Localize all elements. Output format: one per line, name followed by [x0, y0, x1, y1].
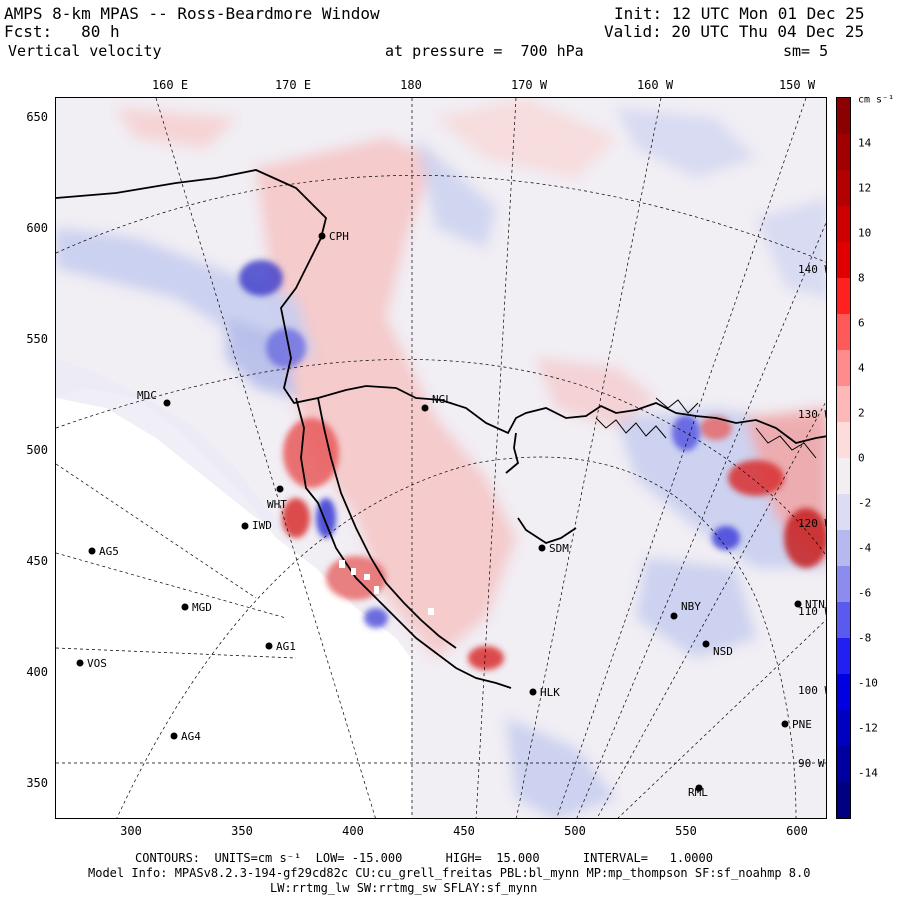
station-rml[interactable]: RML — [688, 784, 708, 800]
y-tick-450: 450 — [26, 554, 48, 568]
station-cph[interactable]: CPH — [318, 230, 349, 243]
strong-downdraft-cores — [239, 260, 740, 628]
y-tick-350: 350 — [26, 776, 48, 790]
svg-text:IWD: IWD — [252, 519, 272, 532]
colorbar-label: 14 — [858, 136, 872, 150]
colorbar-label: 8 — [858, 271, 865, 285]
missing-data-patches — [339, 560, 434, 615]
svg-text:PNE: PNE — [792, 718, 812, 731]
map-svg: CPH MDC NGL WHT IWD AG5 MGD AG1 VOS AG4 … — [56, 98, 827, 818]
svg-text:AG1: AG1 — [276, 640, 296, 653]
lon-label-150w: 150 W — [778, 78, 816, 92]
model-info: Model Info: MPASv8.2.3-194-gf29cd82c CU:… — [88, 866, 811, 880]
station-nsd[interactable]: NSD — [702, 640, 733, 659]
lon-label-170w: 170 W — [510, 78, 548, 92]
colorbar-label: 0 — [858, 451, 865, 465]
stations: CPH MDC NGL WHT IWD AG5 MGD AG1 VOS AG4 … — [76, 230, 825, 800]
svg-text:CPH: CPH — [329, 230, 349, 243]
forecast-hour: Fcst: 80 h — [4, 22, 120, 41]
polar-plateau — [56, 388, 411, 818]
svg-text:NTN: NTN — [805, 598, 825, 611]
svg-text:MDC: MDC — [137, 389, 157, 402]
svg-text:AG5: AG5 — [99, 545, 119, 558]
station-pne[interactable]: PNE — [781, 718, 812, 731]
svg-text:NBY: NBY — [681, 600, 701, 613]
y-tick-400: 400 — [26, 665, 48, 679]
station-mgd[interactable]: MGD — [181, 601, 212, 614]
colorbar — [836, 97, 851, 819]
svg-text:140 W: 140 W — [798, 263, 827, 276]
colorbar-label: -10 — [858, 676, 878, 690]
colorbar-label: 2 — [858, 406, 865, 420]
station-ag5[interactable]: AG5 — [88, 545, 119, 558]
svg-text:RML: RML — [688, 786, 708, 799]
lon-label-160w: 160 W — [636, 78, 674, 92]
colorbar-label: -8 — [858, 631, 872, 645]
svg-text:90 W: 90 W — [798, 757, 825, 770]
y-tick-600: 600 — [26, 221, 48, 235]
station-sdm[interactable]: SDM — [538, 542, 570, 555]
svg-text:MGD: MGD — [192, 601, 212, 614]
svg-text:VOS: VOS — [87, 657, 107, 670]
svg-text:WHT: WHT — [267, 498, 287, 511]
station-ntn[interactable]: NTN — [794, 598, 825, 611]
svg-text:110 W: 110 W — [798, 605, 827, 618]
lon-label-170e: 170 E — [274, 78, 312, 92]
map-plot-area[interactable]: CPH MDC NGL WHT IWD AG5 MGD AG1 VOS AG4 … — [55, 97, 827, 819]
colorbar-label: 12 — [858, 181, 872, 195]
colorbar-label: -14 — [858, 766, 878, 780]
x-tick-550: 550 — [675, 824, 697, 838]
colorbar-label: 10 — [858, 226, 872, 240]
contour-info: CONTOURS: UNITS=cm s⁻¹ LOW= -15.000 HIGH… — [135, 851, 713, 865]
station-wht[interactable]: WHT — [267, 485, 287, 512]
station-ngl[interactable]: NGL — [421, 393, 453, 412]
svg-text:100 W: 100 W — [798, 684, 827, 697]
colorbar-label: 4 — [858, 361, 865, 375]
station-iwd[interactable]: IWD — [241, 519, 272, 532]
x-tick-300: 300 — [120, 824, 142, 838]
y-tick-650: 650 — [26, 110, 48, 124]
x-tick-400: 400 — [342, 824, 364, 838]
lon-label-180: 180 — [400, 78, 422, 92]
y-tick-500: 500 — [26, 443, 48, 457]
station-ag1[interactable]: AG1 — [265, 640, 296, 653]
station-mdc[interactable]: MDC — [137, 389, 171, 407]
station-nby[interactable]: NBY — [670, 600, 702, 620]
x-tick-350: 350 — [231, 824, 253, 838]
graticule — [56, 98, 826, 818]
physics-info: LW:rrtmg_lw SW:rrtmg_sw SFLAY:sf_mynn — [270, 881, 538, 895]
x-tick-450: 450 — [453, 824, 475, 838]
svg-text:120 W: 120 W — [798, 517, 827, 530]
colorbar-label: -6 — [858, 586, 872, 600]
station-vos[interactable]: VOS — [76, 657, 107, 670]
right-lon-labels: 140 W 130 W 120 W 110 W 100 W 90 W — [798, 263, 827, 770]
colorbar-label: -4 — [858, 541, 872, 555]
init-time: Init: 12 UTC Mon 01 Dec 25 — [614, 4, 865, 23]
pressure-level: at pressure = 700 hPa — [385, 42, 584, 60]
svg-text:SDM: SDM — [549, 542, 569, 555]
svg-text:AG4: AG4 — [181, 730, 201, 743]
field-name: Vertical velocity — [8, 42, 162, 60]
colorbar-label: -12 — [858, 721, 878, 735]
lon-label-160e: 160 E — [151, 78, 189, 92]
smoothing: sm= 5 — [783, 42, 829, 60]
colorbar-fill — [837, 98, 850, 818]
svg-text:NSD: NSD — [713, 645, 733, 658]
station-ag4[interactable]: AG4 — [170, 730, 202, 743]
valid-time: Valid: 20 UTC Thu 04 Dec 25 — [604, 22, 865, 41]
colorbar-label: 6 — [858, 316, 865, 330]
plateau-margin — [56, 358, 296, 538]
map-title: AMPS 8-km MPAS -- Ross-Beardmore Window — [4, 4, 380, 23]
svg-text:HLK: HLK — [540, 686, 560, 699]
svg-text:130 W: 130 W — [798, 408, 827, 421]
colorbar-label: -2 — [858, 496, 872, 510]
ice-shelf-detail — [595, 397, 817, 459]
station-hlk[interactable]: HLK — [529, 686, 561, 699]
svg-text:NGL: NGL — [432, 393, 452, 406]
y-tick-550: 550 — [26, 332, 48, 346]
x-tick-600: 600 — [786, 824, 808, 838]
colorbar-unit: cm s⁻¹ — [858, 94, 895, 106]
x-tick-500: 500 — [564, 824, 586, 838]
